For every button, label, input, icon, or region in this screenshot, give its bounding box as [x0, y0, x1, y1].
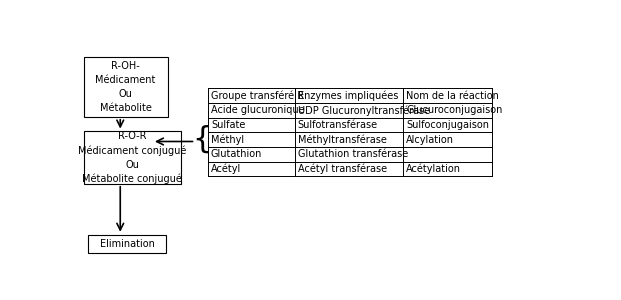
Text: Enzymes impliquées: Enzymes impliquées — [297, 90, 398, 101]
Text: Sulfotransférase: Sulfotransférase — [297, 120, 378, 130]
Text: Glutathion transférase: Glutathion transférase — [297, 149, 408, 159]
Text: Sulfate: Sulfate — [211, 120, 245, 130]
Text: Méthyl: Méthyl — [211, 134, 244, 145]
Text: {: { — [192, 125, 211, 154]
Text: Glutathion: Glutathion — [211, 149, 262, 159]
Bar — [84, 131, 181, 184]
Text: R-OH-
Médicament
Ou
Métabolite: R-OH- Médicament Ou Métabolite — [96, 61, 156, 113]
Text: Acide glucuronique: Acide glucuronique — [211, 105, 304, 115]
Text: UDP Glucuronyltransférase: UDP Glucuronyltransférase — [297, 105, 430, 116]
Text: Nom de la réaction: Nom de la réaction — [406, 91, 499, 101]
Text: Glucuroconjugaison: Glucuroconjugaison — [406, 105, 502, 115]
Text: Acétylation: Acétylation — [406, 164, 461, 174]
Bar — [88, 235, 166, 253]
Bar — [84, 57, 168, 117]
Text: Groupe transféré R: Groupe transféré R — [211, 90, 304, 101]
Text: Acétyl transférase: Acétyl transférase — [297, 164, 387, 174]
Text: Elimination: Elimination — [100, 239, 155, 249]
Text: R-O-R
Médicament conjugué
Ou
Métabolite conjugué: R-O-R Médicament conjugué Ou Métabolite … — [78, 131, 186, 184]
Text: Sulfoconjugaison: Sulfoconjugaison — [406, 120, 489, 130]
Text: Méthyltransférase: Méthyltransférase — [297, 134, 387, 145]
Text: Alcylation: Alcylation — [406, 135, 454, 145]
Text: Acétyl: Acétyl — [211, 164, 241, 174]
